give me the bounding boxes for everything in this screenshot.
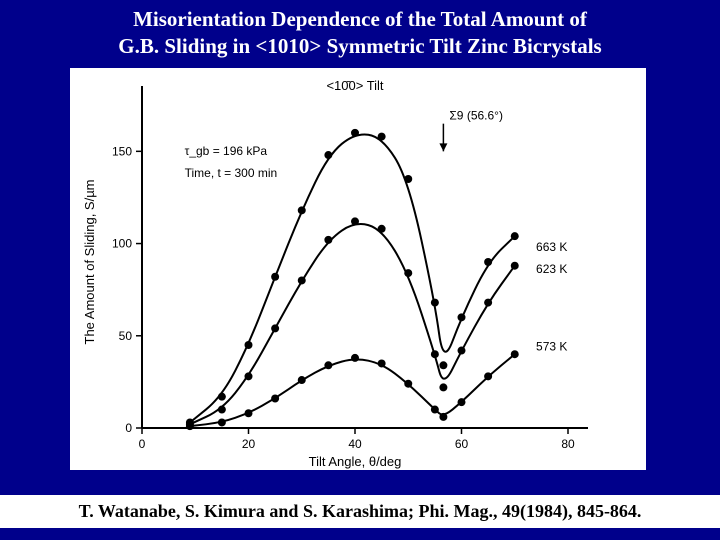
- data-marker: [439, 413, 447, 421]
- data-marker: [431, 406, 439, 414]
- data-marker: [271, 273, 279, 281]
- data-marker: [271, 324, 279, 332]
- data-marker: [439, 361, 447, 369]
- data-marker: [351, 354, 359, 362]
- data-marker: [218, 418, 226, 426]
- data-marker: [245, 341, 253, 349]
- x-tick-label: 20: [242, 437, 256, 451]
- data-marker: [186, 422, 194, 430]
- data-marker: [324, 151, 332, 159]
- data-marker: [439, 383, 447, 391]
- data-marker: [245, 372, 253, 380]
- title-line-1: Misorientation Dependence of the Total A…: [133, 7, 587, 31]
- y-tick-label: 0: [125, 421, 132, 435]
- data-marker: [458, 313, 466, 321]
- title-line-2: G.B. Sliding in <1010> Symmetric Tilt Zi…: [118, 34, 601, 58]
- data-marker: [298, 276, 306, 284]
- chart-annotation: Time, t = 300 min: [185, 166, 278, 180]
- data-marker: [351, 129, 359, 137]
- data-marker: [484, 258, 492, 266]
- data-marker: [271, 394, 279, 402]
- data-marker: [404, 380, 412, 388]
- data-marker: [378, 225, 386, 233]
- chart-annotation: τ_gb = 196 kPa: [185, 144, 268, 158]
- data-marker: [431, 299, 439, 307]
- sigma9-label: Σ9 (56.6°): [449, 109, 503, 123]
- chart-panel: 0 20 40 60 80 0 50 100 150 <10̄0> Tilt Tilt Angle,…: [70, 68, 646, 470]
- data-marker: [351, 217, 359, 225]
- data-marker: [484, 372, 492, 380]
- data-marker: [511, 232, 519, 240]
- chart-svg: 0 20 40 60 80 0 50 100 150 <10̄0> Tilt Tilt Angle,…: [70, 68, 646, 470]
- data-marker: [298, 376, 306, 384]
- data-marker: [378, 359, 386, 367]
- data-marker: [298, 206, 306, 214]
- slide-title: Misorientation Dependence of the Total A…: [0, 6, 720, 61]
- x-axis-label: Tilt Angle, θ/deg: [309, 454, 402, 469]
- data-marker: [484, 299, 492, 307]
- sigma9-arrowhead: [439, 143, 447, 151]
- series-label: 573 K: [536, 340, 567, 354]
- data-marker: [458, 347, 466, 355]
- data-marker: [511, 262, 519, 270]
- citation-text: T. Watanabe, S. Kimura and S. Karashima;…: [79, 501, 642, 521]
- citation-bar: T. Watanabe, S. Kimura and S. Karashima;…: [0, 495, 720, 528]
- data-marker: [511, 350, 519, 358]
- x-tick-label: 40: [348, 437, 362, 451]
- x-tick-label: 80: [561, 437, 575, 451]
- data-marker: [245, 409, 253, 417]
- chart-header-label: <10̄0> Tilt: [326, 78, 383, 93]
- data-marker: [404, 175, 412, 183]
- y-tick-label: 100: [112, 237, 132, 251]
- data-marker: [218, 406, 226, 414]
- data-marker: [378, 133, 386, 141]
- y-axis-label: The Amount of Sliding, S/µm: [82, 179, 97, 344]
- data-marker: [218, 393, 226, 401]
- data-marker: [458, 398, 466, 406]
- data-marker: [431, 350, 439, 358]
- data-marker: [324, 361, 332, 369]
- y-tick-label: 50: [119, 329, 133, 343]
- series-line: [190, 224, 515, 424]
- x-tick-label: 0: [139, 437, 146, 451]
- series-label: 663 K: [536, 240, 567, 254]
- data-marker: [324, 236, 332, 244]
- y-tick-label: 150: [112, 144, 132, 158]
- series-label: 623 K: [536, 262, 567, 276]
- data-marker: [404, 269, 412, 277]
- x-tick-label: 60: [455, 437, 469, 451]
